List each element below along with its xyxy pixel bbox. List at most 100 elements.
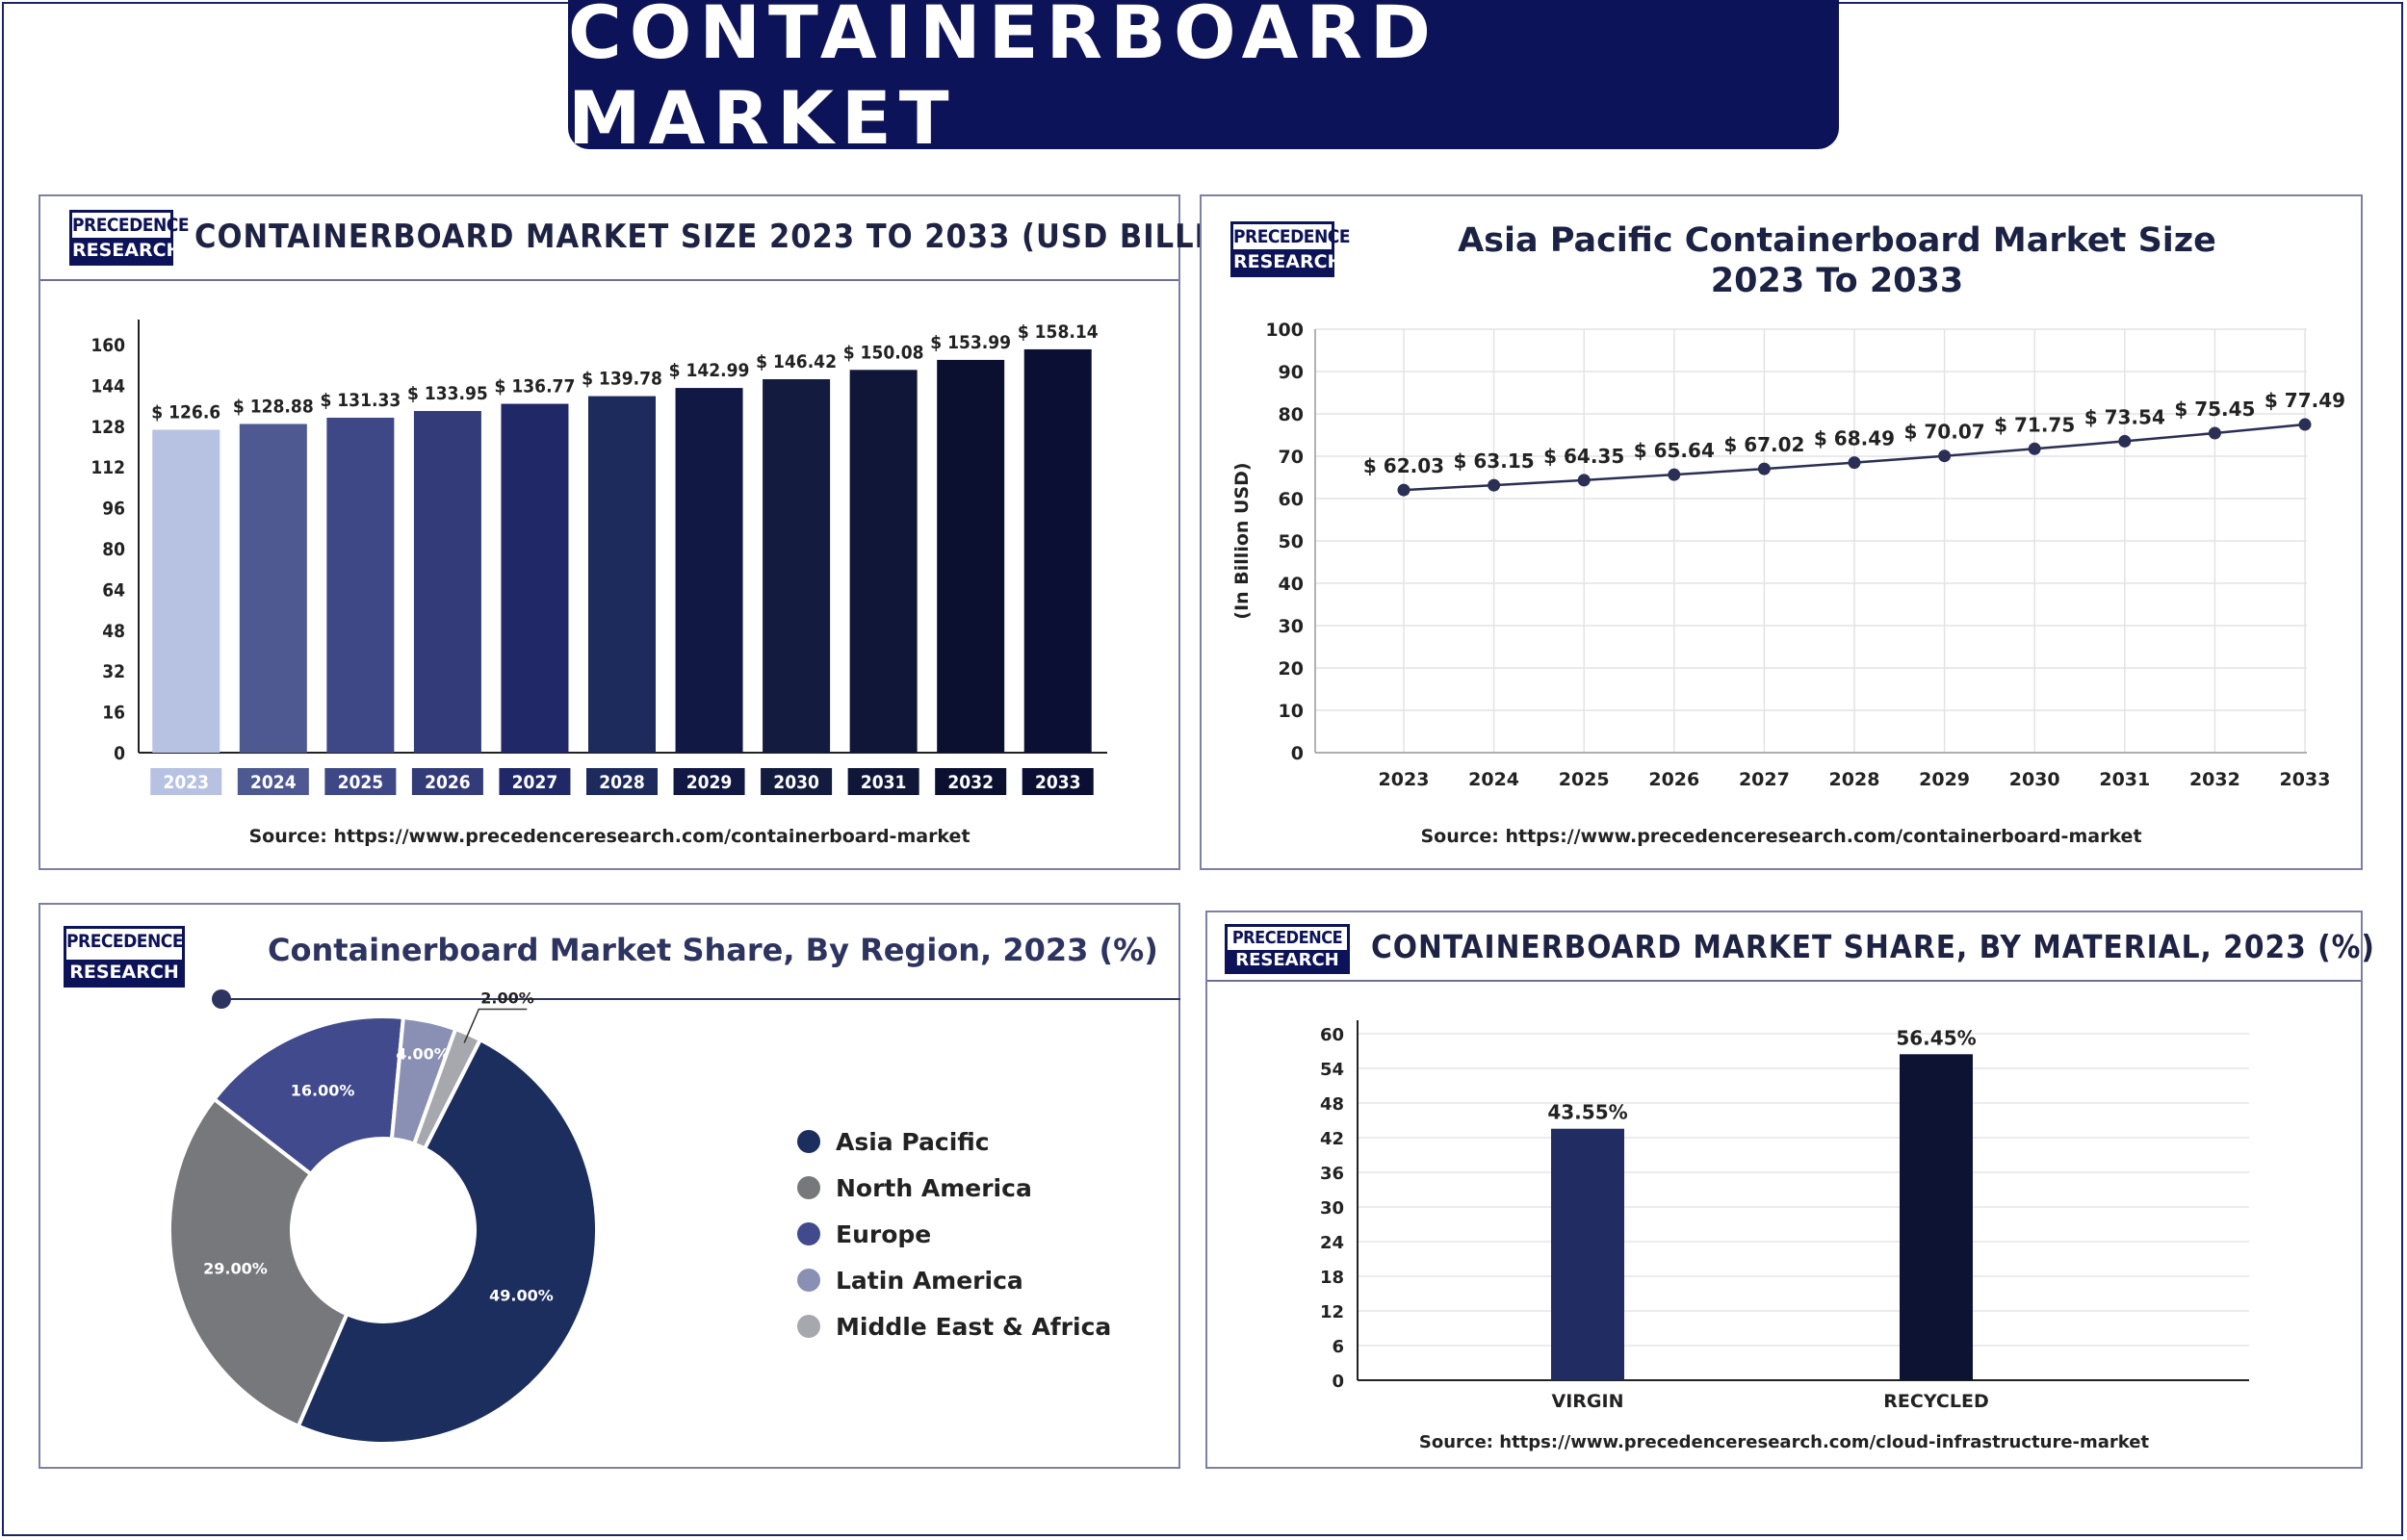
- data-point: [1668, 468, 1681, 481]
- y-tick-label: 0: [114, 743, 125, 764]
- y-tick-label: 160: [91, 335, 125, 356]
- bar-value-label: $ 131.33: [320, 390, 401, 411]
- y-tick-label: 54: [1320, 1060, 1344, 1080]
- legend-swatch: [797, 1315, 820, 1338]
- legend-swatch: [797, 1269, 820, 1292]
- legend-label: Latin America: [836, 1266, 1023, 1295]
- y-tick-label: 36: [1320, 1164, 1344, 1184]
- bar: [239, 424, 307, 753]
- y-tick-label: 80: [1279, 404, 1304, 425]
- region-share-title: Containerboard Market Share, By Region, …: [268, 932, 1158, 968]
- data-point: [1757, 462, 1771, 475]
- market-size-panel: PRECEDENCE RESEARCH CONTAINERBOARD MARKE…: [39, 194, 1273, 870]
- y-tick-label: 48: [102, 621, 125, 642]
- x-tick-label: 2025: [1559, 769, 1610, 790]
- category-label: 2025: [338, 772, 384, 793]
- category-label: 2023: [163, 772, 209, 793]
- bar: [1900, 1054, 1973, 1380]
- legend-swatch: [797, 1222, 820, 1245]
- title-divider: [40, 279, 1178, 281]
- category-label-bg: [1022, 768, 1094, 795]
- y-tick-label: 6: [1332, 1337, 1344, 1357]
- x-tick-label: 2027: [1739, 769, 1790, 790]
- bar-value-label: $ 133.95: [407, 383, 488, 404]
- data-point: [1488, 478, 1501, 492]
- bar-value-label: 43.55%: [1547, 1101, 1627, 1124]
- y-tick-label: 64: [102, 579, 125, 601]
- point-value-label: $ 68.49: [1814, 427, 1895, 450]
- x-tick-label: 2029: [1919, 769, 1970, 790]
- logo-line2: RESEARCH: [66, 960, 182, 985]
- data-point: [1397, 483, 1411, 497]
- data-point: [2298, 418, 2312, 431]
- bar: [1551, 1128, 1624, 1380]
- point-value-label: $ 62.03: [1363, 454, 1444, 477]
- market-size-title: CONTAINERBOARD MARKET SIZE 2023 TO 2033 …: [194, 218, 1273, 256]
- bar: [413, 411, 481, 753]
- precedence-research-logo: PRECEDENCE RESEARCH: [1225, 924, 1350, 974]
- title-banner: CONTAINERBOARD MARKET: [568, 0, 1839, 161]
- asia-pacific-title-line1: Asia Pacific Containerboard Market Size: [1458, 221, 2216, 260]
- asia-pacific-title-line2: 2023 To 2033: [1710, 262, 1964, 300]
- y-tick-label: 42: [1320, 1129, 1344, 1149]
- x-tick-label: 2030: [2009, 769, 2060, 790]
- bar: [763, 378, 831, 753]
- y-tick-label: 112: [91, 457, 125, 478]
- y-tick-label: 48: [1320, 1094, 1344, 1115]
- logo-line1: PRECEDENCE: [1233, 226, 1351, 247]
- point-value-label: $ 64.35: [1543, 445, 1624, 468]
- bar: [1023, 348, 1092, 753]
- category-label: 2032: [947, 772, 994, 793]
- precedence-research-logo: PRECEDENCE RESEARCH: [64, 926, 185, 988]
- market-size-source: Source: https://www.precedenceresearch.c…: [248, 826, 971, 847]
- y-tick-label: 12: [1320, 1302, 1344, 1322]
- bar-value-label: $ 128.88: [233, 396, 314, 417]
- asia-pacific-panel: PRECEDENCE RESEARCH Asia Pacific Contain…: [1200, 194, 2363, 870]
- bar-value-label: $ 150.08: [843, 342, 924, 363]
- category-label: RECYCLED: [1883, 1391, 1988, 1412]
- data-point: [1938, 449, 1952, 463]
- x-tick-label: 2033: [2280, 769, 2331, 790]
- legend-item: Middle East & Africa: [797, 1303, 1111, 1349]
- title-underline-dot: [212, 989, 231, 1009]
- category-label-bg: [935, 768, 1007, 795]
- y-tick-label: 30: [1320, 1198, 1344, 1219]
- category-label-bg: [499, 768, 571, 795]
- logo-line1: PRECEDENCE: [66, 931, 184, 952]
- y-tick-label: 128: [91, 417, 125, 438]
- point-value-label: $ 70.07: [1904, 421, 1985, 444]
- y-tick-label: 40: [1279, 574, 1304, 595]
- category-label-bg: [237, 768, 309, 795]
- bar: [588, 396, 656, 753]
- y-tick-label: 100: [1265, 320, 1304, 341]
- category-label: 2027: [512, 772, 558, 793]
- banner-title: CONTAINERBOARD MARKET: [568, 0, 1438, 161]
- bar: [326, 417, 395, 753]
- legend-item: Latin America: [797, 1257, 1111, 1303]
- material-share-title: CONTAINERBOARD MARKET SHARE, BY MATERIAL…: [1371, 928, 2375, 965]
- y-tick-label: 16: [102, 703, 125, 724]
- legend-swatch: [797, 1176, 820, 1199]
- legend-item: Europe: [797, 1211, 1111, 1257]
- bar: [849, 370, 918, 753]
- category-label-bg: [847, 768, 919, 795]
- x-tick-label: 2023: [1379, 769, 1430, 790]
- bar-value-label: $ 153.99: [930, 332, 1011, 353]
- legend-label: Middle East & Africa: [836, 1312, 1112, 1341]
- market-size-chart: 0 16 32 48 64 80 96 112 128 144 160 $ 126.6 2023 $ 12…: [91, 320, 1107, 795]
- material-share-panel: PRECEDENCE RESEARCH CONTAINERBOARD MARKE…: [1205, 911, 2375, 1469]
- category-label-bg: [586, 768, 658, 795]
- legend-label: Asia Pacific: [836, 1127, 990, 1156]
- category-label-bg: [411, 768, 483, 795]
- point-value-label: $ 67.02: [1723, 433, 1804, 456]
- y-tick-label: 0: [1291, 743, 1304, 764]
- point-value-label: $ 65.64: [1634, 439, 1715, 462]
- bar: [152, 429, 220, 753]
- point-value-label: $ 77.49: [2265, 389, 2345, 412]
- y-tick-label: 20: [1279, 658, 1304, 680]
- category-label: 2030: [773, 772, 819, 793]
- y-tick-label: 32: [102, 661, 125, 682]
- bar-value-label: $ 142.99: [669, 360, 750, 381]
- bar-value-label: $ 146.42: [756, 351, 837, 372]
